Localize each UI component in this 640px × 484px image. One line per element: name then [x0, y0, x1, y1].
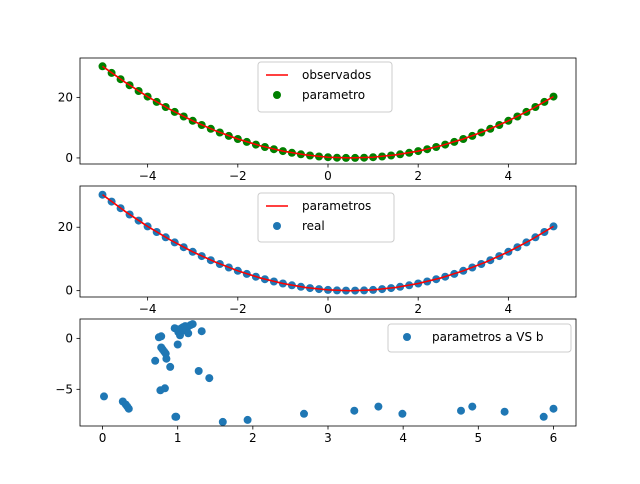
legend-label: parametros a VS b: [432, 330, 544, 344]
data-point: [162, 354, 171, 363]
x-tick-label: 1: [174, 431, 182, 445]
data-point: [151, 356, 160, 365]
x-tick-label: −2: [229, 302, 247, 316]
x-tick-label: 2: [414, 302, 422, 316]
y-tick-label: 20: [58, 220, 73, 234]
data-point: [350, 406, 359, 415]
x-tick-label: 4: [505, 302, 513, 316]
x-tick-label: 4: [505, 169, 513, 183]
data-point: [197, 327, 206, 336]
legend-box: [257, 192, 395, 243]
x-tick-label: 2: [249, 431, 257, 445]
legend-marker-swatch: [273, 222, 281, 230]
data-point: [468, 402, 477, 411]
x-tick-label: 2: [414, 169, 422, 183]
data-point: [300, 409, 308, 418]
x-tick-label: 6: [550, 431, 558, 445]
legend-label: real: [302, 219, 325, 233]
data-point: [160, 384, 169, 393]
data-point: [184, 329, 193, 338]
y-tick-label: 20: [58, 90, 73, 104]
x-tick-label: 5: [474, 431, 482, 445]
legend-label: observados: [302, 68, 371, 82]
y-tick-label: 0: [65, 151, 73, 165]
data-point: [243, 415, 252, 424]
legend-3: parametros a VS b: [387, 323, 572, 353]
data-point: [172, 412, 181, 421]
y-tick-label: −5: [55, 382, 73, 396]
x-tick-label: −4: [139, 302, 157, 316]
legend-label: parametro: [302, 88, 365, 102]
x-tick-label: 0: [99, 431, 107, 445]
data-point: [539, 412, 548, 421]
data-point: [157, 332, 166, 341]
x-tick-label: 3: [324, 431, 332, 445]
x-tick-label: −2: [229, 169, 247, 183]
data-point: [457, 406, 465, 415]
y-tick-label: 0: [65, 284, 73, 298]
legend-label: parametros: [302, 199, 371, 213]
series-line-overlay-2: [102, 194, 554, 292]
y-tick-label: 0: [65, 331, 73, 345]
data-point: [205, 374, 214, 383]
legend-marker-swatch: [403, 333, 411, 341]
data-point: [194, 367, 203, 375]
series-line-overlay-1: [102, 65, 554, 159]
data-point: [188, 320, 197, 329]
legend-1: observados parametro: [257, 61, 393, 113]
x-tick-label: 4: [399, 431, 407, 445]
x-tick-label: 0: [324, 302, 332, 316]
chart-panel-1: −4 −2 0 2 4 0 20 observados parametro: [58, 57, 577, 183]
legend-2: parametros real: [257, 192, 395, 243]
data-point: [500, 407, 509, 416]
chart-panel-2: −4 −2 0 2 4 0 20 parametros real: [58, 185, 577, 316]
data-point: [166, 362, 175, 371]
data-point: [218, 417, 227, 426]
data-point: [173, 340, 182, 349]
legend-marker-swatch: [273, 91, 281, 99]
x-tick-label: 0: [324, 169, 332, 183]
legend-box: [387, 323, 572, 353]
x-tick-label: −4: [139, 169, 157, 183]
legend-box: [257, 61, 393, 113]
data-point: [100, 392, 108, 401]
data-point: [374, 402, 383, 411]
data-point: [398, 409, 407, 418]
data-point: [123, 402, 132, 411]
data-point: [549, 404, 558, 413]
chart-panel-3: 0 1 2 3 4 5 6 −5 0 parametros a VS b: [55, 318, 577, 445]
